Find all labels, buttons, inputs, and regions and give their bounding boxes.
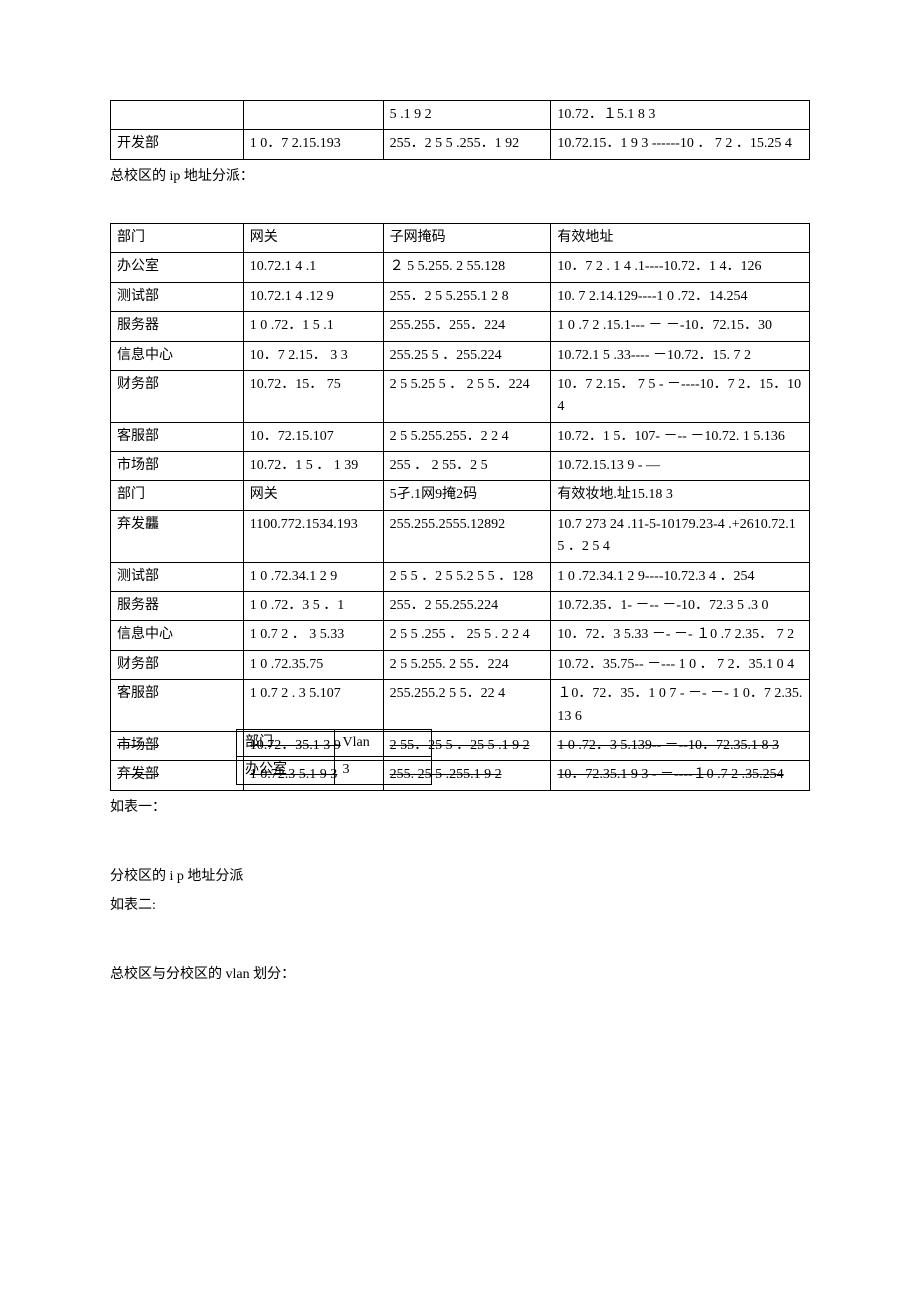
caption-table1: 如表一： (110, 795, 810, 820)
table-row: 市场部10.72．35.1 3 92 55．25 5 ．25 5 .1 9 21… (111, 732, 810, 761)
table-row: 客服部1 0.7 2 . 3 5.107255.255.2 5 5．22 4１0… (111, 680, 810, 732)
ip-table-branch: 测试部1 0 .72.34.1 2 92 5 5 ．2 5 5.2 5 5 ．1… (110, 562, 810, 732)
col-mask: 子网掩码 (383, 223, 551, 252)
ip-table-fragment: 5 .1 9 2 10.72．１5.1 8 3 开发部 1 0．7 2.15.1… (110, 100, 810, 160)
table-row: 测试部1 0 .72.34.1 2 92 5 5 ．2 5 5.2 5 5 ．1… (111, 562, 810, 591)
table-row: 5 .1 9 2 10.72．１5.1 8 3 (111, 101, 810, 130)
cell: 255．2 5 5 .255．1 92 (383, 130, 551, 159)
cell: 1 0．7 2.15.193 (243, 130, 383, 159)
table-row: 财务部1 0 .72.35.752 5 5.255. 2 55．22410.72… (111, 650, 810, 679)
table-row: 财务部10.72．15． 752 5 5.25 5 ． 2 5 5．22410．… (111, 370, 810, 422)
col-range: 有效地址 (551, 223, 810, 252)
caption-vlan: 总校区与分校区的 vlan 划分： (110, 962, 810, 987)
table-row: 服务器1 0 .72．3 5 ．1255．2 55.255.22410.72.3… (111, 592, 810, 621)
table-row: 办公室 3 (237, 757, 432, 784)
cell (111, 101, 244, 130)
cell: 10.72．１5.1 8 3 (551, 101, 810, 130)
table-header-row: 部门 网关 子网掩码 有效地址 (111, 223, 810, 252)
caption-table2: 如表二: (110, 893, 810, 918)
cell: 10.72.15．1 9 3 ------10 ． 7 2 ．15.25 4 (551, 130, 810, 159)
caption-main-campus: 总校区的 ip 地址分派： (110, 164, 810, 189)
ip-table-overlap-a: 部门网关5孑.1网9掩2码有效妆地.址15.18 3 弃发龘1100.772.1… (110, 480, 810, 562)
table-row: 市场部10.72．1 5 ． 1 39255 ． 2 55．2 510.72.1… (111, 452, 810, 481)
col-dept: 部门 (111, 223, 244, 252)
table-row: 部门 Vlan (237, 730, 432, 757)
ip-table-main: 部门 网关 子网掩码 有效地址 办公室10.72.1 4 .1２ 5 5.255… (110, 223, 810, 482)
table-row: 客服部10．72.15.1072 5 5.255.255．2 2 410.72．… (111, 422, 810, 451)
col-gateway: 网关 (243, 223, 383, 252)
table-row: 办公室10.72.1 4 .1２ 5 5.255. 2 55.12810．7 2… (111, 253, 810, 282)
overlap-block: 市场部10.72．35.1 3 92 55．25 5 ．25 5 .1 9 21… (110, 731, 810, 791)
col-dept: 部门 (237, 730, 335, 757)
ip-table-strike: 市场部10.72．35.1 3 92 55．25 5 ．25 5 .1 9 21… (110, 731, 810, 791)
vlan-mini-table: 部门 Vlan 办公室 3 (236, 729, 432, 785)
caption-branch-campus: 分校区的 i p 地址分派 (110, 864, 810, 889)
table-row: 服务器1 0 .72．1 5 .1255.255．255．2241 0 .7 2… (111, 312, 810, 341)
table-row: 部门网关5孑.1网9掩2码有效妆地.址15.18 3 (111, 481, 810, 510)
cell: 5 .1 9 2 (383, 101, 551, 130)
table-row: 开发部 1 0．7 2.15.193 255．2 5 5 .255．1 92 1… (111, 130, 810, 159)
table-row: 弃发部1 0.72.3 5.1 9 3255. 25 5 .255.1 9 21… (111, 761, 810, 790)
cell: 开发部 (111, 130, 244, 159)
table-row: 信息中心10．7 2.15． 3 3255.25 5 ．255.22410.72… (111, 341, 810, 370)
col-vlan: Vlan (334, 730, 432, 757)
table-row: 测试部10.72.1 4 .12 9255．2 5 5.255.1 2 810.… (111, 282, 810, 311)
table-row: 信息中心1 0.7 2 ． 3 5.332 5 5 .255 ． 25 5 . … (111, 621, 810, 650)
table-row: 弃发龘1100.772.1534.193255.255.2555.1289210… (111, 510, 810, 562)
cell (243, 101, 383, 130)
